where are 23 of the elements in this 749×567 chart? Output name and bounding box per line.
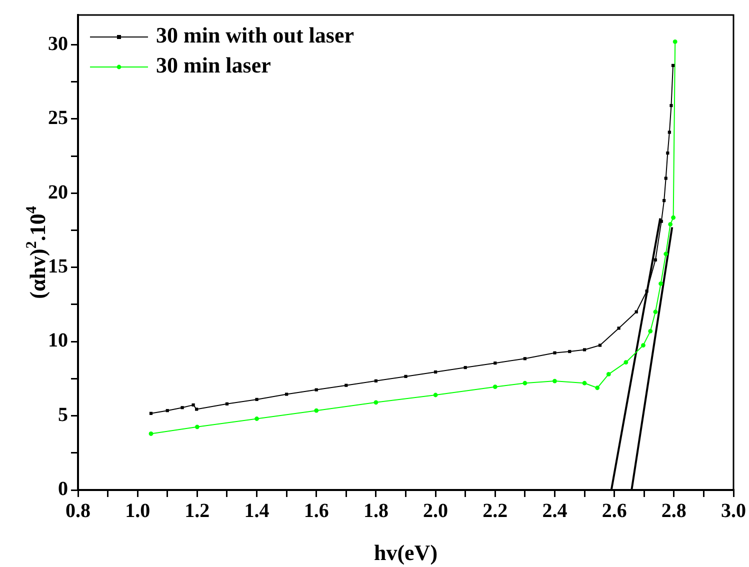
y-tick-label: 20	[48, 181, 68, 204]
x-tick-label: 2.4	[542, 500, 568, 522]
legend-label: 30 min laser	[156, 52, 272, 78]
y-tick-label: 5	[58, 404, 68, 426]
x-axis-title: hv(eV)	[374, 540, 438, 565]
x-tick-label: 3.0	[721, 500, 746, 522]
y-tick-label: 30	[48, 32, 68, 55]
y-tick-label: 0	[58, 478, 68, 500]
x-tick-label: 1.2	[184, 500, 210, 522]
x-tick-label: 1.6	[304, 500, 329, 522]
x-tick-label: 1.4	[244, 500, 270, 522]
y-tick-label: 25	[48, 107, 68, 130]
x-tick-label: 2.2	[482, 500, 508, 522]
legend-label: 30 min with out laser	[156, 22, 354, 48]
y-tick-label: 10	[48, 330, 68, 352]
y-tick-label: 15	[48, 256, 68, 278]
x-tick-label: 2.8	[661, 500, 686, 522]
x-tick-label: 2.0	[423, 500, 448, 522]
y-axis-title: (αhv)2.104	[24, 206, 50, 299]
x-tick-label: 1.8	[363, 500, 388, 522]
x-tick-label: 0.8	[66, 500, 90, 522]
x-tick-label: 2.6	[602, 500, 627, 522]
x-tick-label: 1.0	[125, 500, 150, 522]
